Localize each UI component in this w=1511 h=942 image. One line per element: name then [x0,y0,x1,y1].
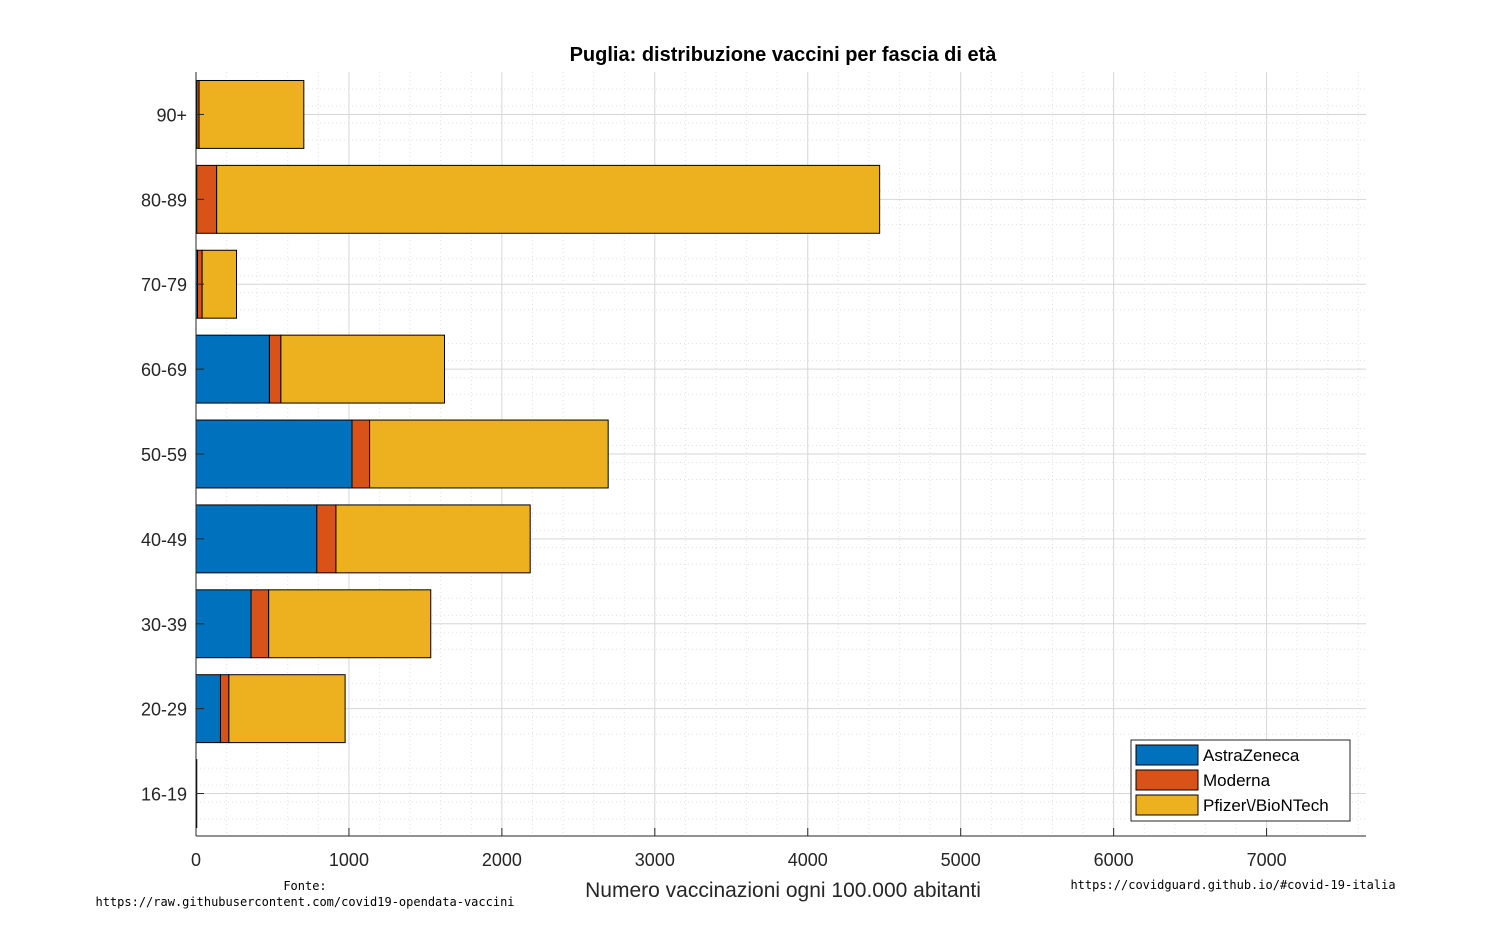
legend-label: Moderna [1203,771,1271,790]
bar-90+-series-2 [198,79,305,149]
bar-20-29-series-2 [228,674,346,744]
y-tick-label: 20-29 [141,700,187,720]
x-tick-label: 3000 [635,850,675,870]
bar-70-79-series-2 [201,249,238,319]
bars [195,79,881,829]
legend-swatch [1135,744,1199,766]
y-tick-label: 30-39 [141,615,187,635]
bar-30-39-series-2 [268,589,432,659]
bar-20-29-series-1 [219,674,230,744]
y-tick-label: 16-19 [141,785,187,805]
bar-50-59-series-1 [351,419,371,489]
legend-label: AstraZeneca [1203,746,1300,765]
y-tick-label: 70-79 [141,275,187,295]
bar-60-69-series-0 [195,334,270,404]
bar-40-49-series-1 [316,504,337,574]
x-tick-label: 6000 [1094,850,1134,870]
x-tick-label: 4000 [788,850,828,870]
legend-label: Pfizer\/BioNTech [1203,796,1329,815]
x-tick-label: 2000 [482,850,522,870]
x-tick-label: 0 [191,850,201,870]
y-tick-label: 90+ [156,105,187,125]
bar-40-49-series-0 [195,504,318,574]
y-tick-label: 80-89 [141,190,187,210]
y-tick-label: 40-49 [141,530,187,550]
bar-40-49-series-2 [335,504,531,574]
legend-swatch [1135,769,1199,791]
bar-50-59-series-0 [195,419,353,489]
bar-30-39-series-0 [195,589,252,659]
site-url: https://covidguard.github.io/#covid-19-i… [1070,878,1395,892]
legend: AstraZeneca Moderna Pfizer\/BioNTech [1130,739,1351,822]
axes: 0 1000 2000 3000 4000 5000 6000 7000 16-19 20-29 3… [141,72,1366,870]
x-tick-label: 7000 [1247,850,1287,870]
source-label: Fonte: [283,879,326,893]
source-url: https://raw.githubusercontent.com/covid1… [95,895,514,909]
chart-title: Puglia: distribuzione vaccini per fascia… [570,44,998,66]
x-tick-label: 5000 [941,850,981,870]
bar-50-59-series-2 [369,419,609,489]
bar-30-39-series-1 [250,589,270,659]
x-tick-label: 1000 [329,850,369,870]
y-tick-label: 50-59 [141,445,187,465]
legend-swatch [1135,794,1199,816]
y-tick-label: 60-69 [141,360,187,380]
bar-60-69-series-1 [268,334,282,404]
x-axis-label: Numero vaccinazioni ogni 100.000 abitant… [585,879,981,902]
bar-80-89-series-2 [216,164,881,234]
bar-60-69-series-2 [280,334,446,404]
